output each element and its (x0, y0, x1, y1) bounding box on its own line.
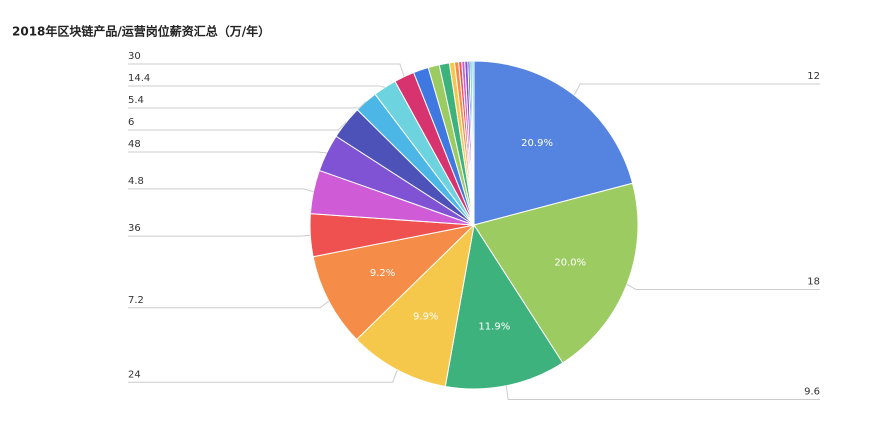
value-label: 20.9% (521, 138, 553, 149)
leader-line (128, 151, 327, 154)
leader-line (128, 369, 398, 383)
category-label: 18 (807, 276, 820, 287)
value-label: 9.2% (370, 268, 395, 279)
category-label: 36 (128, 223, 141, 234)
value-label: 11.9% (478, 321, 510, 332)
value-label: 9.9% (413, 311, 438, 322)
category-label: 12 (807, 71, 820, 82)
chart-title: 2018年区块链产品/运营岗位薪资汇总（万/年） (12, 24, 270, 39)
category-label: 4.8 (128, 176, 144, 187)
pie-slice (312, 224, 476, 341)
leader-line (128, 234, 311, 237)
category-label: 6 (128, 117, 134, 128)
leader-line (128, 101, 367, 109)
category-label: 7.2 (128, 295, 144, 306)
leader-line (626, 283, 820, 290)
pie-slice (471, 60, 475, 226)
pie-slice (473, 182, 639, 364)
leader-line (128, 85, 385, 88)
leader-line (128, 300, 330, 309)
leader-line (573, 83, 820, 96)
leader-line (128, 63, 405, 77)
category-label: 30 (128, 51, 141, 62)
leader-line (128, 188, 314, 193)
leader-line (128, 122, 347, 131)
category-label: 14.4 (128, 73, 150, 84)
category-label: 48 (128, 139, 141, 150)
leader-line (505, 385, 820, 401)
category-label: 5.4 (128, 95, 144, 106)
pie-slice (473, 60, 634, 226)
value-label: 20.0% (554, 257, 586, 268)
category-label: 24 (128, 369, 141, 380)
category-label: 9.6 (804, 387, 820, 398)
